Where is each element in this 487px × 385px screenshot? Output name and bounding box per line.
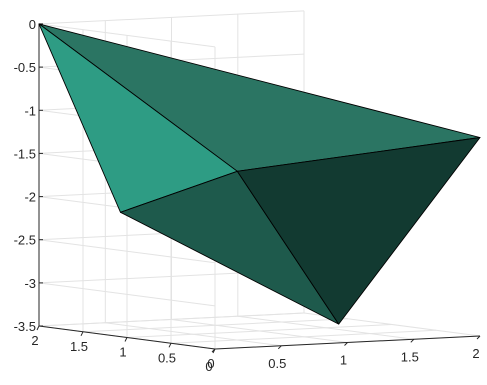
z-tick-label: -2: [24, 190, 36, 205]
side-wall-grid-line: [38, 10, 305, 25]
x-tick-mark: [410, 338, 415, 343]
y-tick-label: 0.5: [158, 350, 176, 365]
z-tick-label: 0: [29, 17, 36, 32]
y-tick-mark: [124, 337, 128, 342]
y-tick-mark: [212, 348, 216, 354]
axis-layer: [36, 23, 481, 354]
z-tick-label: -0.5: [14, 60, 36, 75]
x-tick-label: 0.5: [268, 356, 286, 371]
back-wall-grid-line: [38, 239, 216, 264]
y-tick-mark: [80, 331, 84, 337]
right-face: [236, 137, 481, 325]
y-tick-label: 2: [31, 333, 38, 348]
z-tick-label: -1: [24, 103, 36, 118]
y-tick-label: 1.5: [70, 339, 88, 354]
x-tick-label: 1.5: [401, 349, 419, 364]
face-layer: [38, 23, 481, 325]
back-wall-grid-line: [38, 23, 216, 48]
x-tick-mark: [476, 335, 481, 340]
y-tick-label: 1: [119, 345, 126, 360]
z-tick-label: -3.5: [14, 319, 36, 334]
y-tick-label: 0: [207, 356, 214, 371]
x-tick-label: 2: [472, 346, 479, 361]
x-tick-mark: [277, 345, 282, 350]
x-tick-mark: [344, 342, 348, 346]
side-wall-grid-line: [38, 312, 305, 327]
tick-label-layer: 0 0.5 1 1.5 22 1.5 1 0.5 00-0.5-1-1.5-2-2.5-3-3.…: [14, 17, 480, 374]
y-tick-mark: [36, 325, 40, 331]
y-tick-mark: [168, 343, 172, 348]
z-tick-label: -1.5: [14, 146, 36, 161]
z-tick-label: -3: [24, 276, 36, 291]
x-tick-label: 1: [340, 353, 347, 368]
z-tick-label: -2.5: [14, 233, 36, 248]
x-tick-label: 0: [205, 359, 212, 374]
back-wall-grid-line: [38, 282, 216, 307]
